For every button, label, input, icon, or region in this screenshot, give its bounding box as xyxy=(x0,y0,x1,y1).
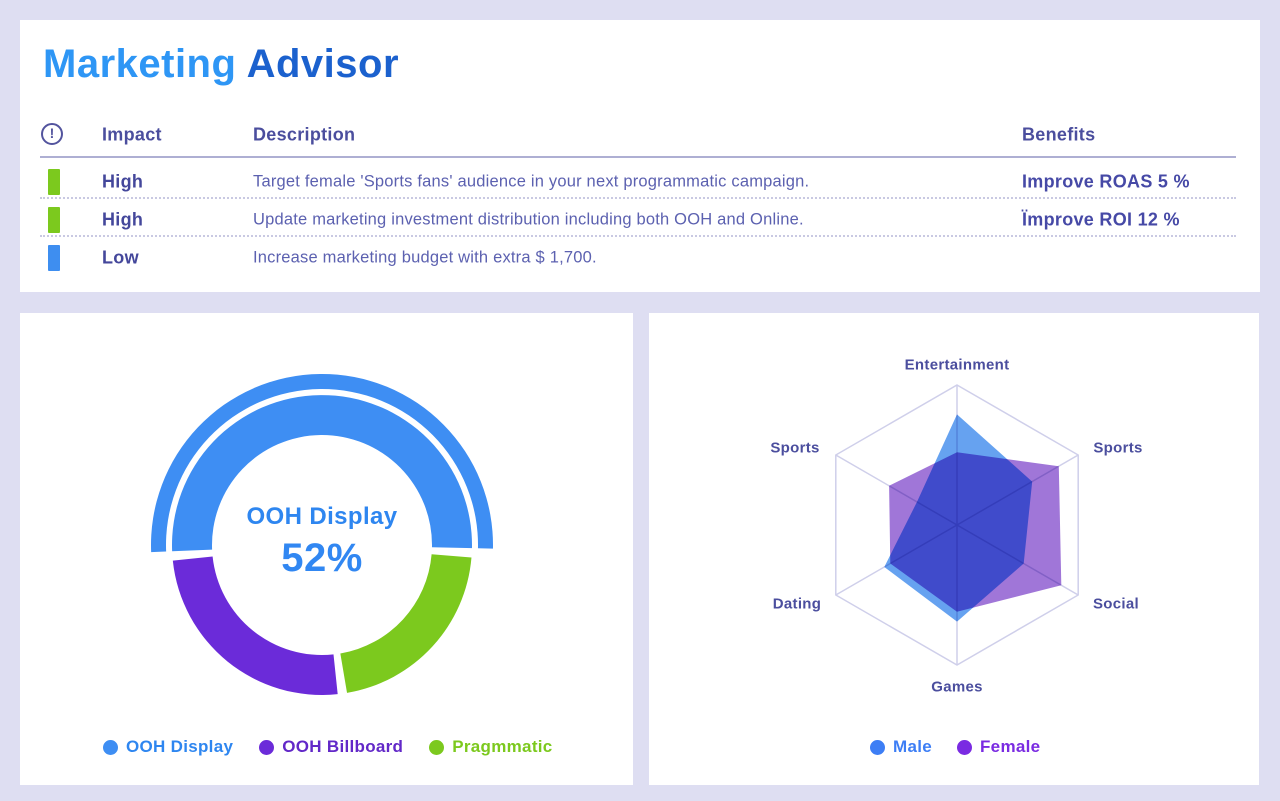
radar-chart-panel: Entertainment Sports Social Games Dating… xyxy=(649,313,1259,785)
radar-axis-label-sports-left: Sports xyxy=(770,439,820,457)
table-row: High Update marketing investment distrib… xyxy=(20,205,1260,235)
legend-dot-icon xyxy=(870,739,885,755)
donut-segment-pragmmatic[interactable] xyxy=(340,554,472,693)
description-value: Increase marketing budget with extra $ 1… xyxy=(253,248,597,267)
legend-label: Pragmmatic xyxy=(452,737,553,756)
donut-center-label: OOH Display xyxy=(246,503,398,530)
row-divider xyxy=(40,235,1236,237)
impact-value: High xyxy=(102,171,144,192)
donut-segment-ooh-display[interactable] xyxy=(172,395,473,552)
legend-label: Female xyxy=(980,737,1041,756)
legend-dot-icon xyxy=(957,739,972,755)
impact-bar xyxy=(48,245,60,271)
table-row: Low Increase marketing budget with extra… xyxy=(20,243,1260,273)
description-value: Update marketing investment distribution… xyxy=(253,210,804,229)
benefit-value: Ïmprove ROI 12 % xyxy=(1022,209,1180,230)
page-title-part1: Marketing xyxy=(43,42,237,86)
donut-center-text: OOH Display 52% xyxy=(172,503,472,581)
column-header-description: Description xyxy=(253,124,356,145)
donut-center-value: 52% xyxy=(281,536,363,580)
radar-axis-label-social: Social xyxy=(1093,595,1139,613)
impact-value: Low xyxy=(102,247,139,268)
legend-item-female[interactable]: Female xyxy=(957,737,1040,757)
table-row: High Target female 'Sports fans' audienc… xyxy=(20,167,1260,197)
radar-series-female[interactable] xyxy=(889,452,1062,612)
legend-label: OOH Billboard xyxy=(282,737,404,756)
impact-bar xyxy=(48,207,60,233)
radar-legend: Male Female xyxy=(870,736,1040,758)
column-header-benefits: Benefits xyxy=(1022,124,1096,145)
legend-dot-icon xyxy=(259,739,275,755)
benefit-value: Improve ROAS 5 % xyxy=(1022,171,1190,192)
advisor-panel: Marketing Advisor ! Impact Description B… xyxy=(20,20,1260,292)
row-divider xyxy=(40,197,1236,199)
legend-dot-icon xyxy=(429,739,445,755)
donut-chart-panel: OOH Display 52% OOH Display OOH Billboar… xyxy=(20,313,633,785)
radar-axis-label-dating: Dating xyxy=(772,595,822,613)
page-title: Marketing Advisor xyxy=(43,42,399,87)
impact-bar xyxy=(48,169,60,195)
donut-segment-ooh-billboard[interactable] xyxy=(172,556,338,696)
legend-label: OOH Display xyxy=(126,737,234,756)
impact-value: High xyxy=(102,209,144,230)
legend-item-male[interactable]: Male xyxy=(870,737,932,757)
legend-item-ooh-display[interactable]: OOH Display xyxy=(103,737,233,757)
radar-chart xyxy=(835,384,1079,666)
header-divider xyxy=(40,156,1236,158)
alert-circle-icon: ! xyxy=(41,123,63,145)
legend-item-ooh-billboard[interactable]: OOH Billboard xyxy=(259,737,403,757)
legend-dot-icon xyxy=(103,739,118,755)
description-value: Target female 'Sports fans' audience in … xyxy=(253,172,810,191)
radar-axis-label-games: Games xyxy=(931,678,983,696)
legend-label: Male xyxy=(893,737,932,756)
donut-chart xyxy=(150,373,493,696)
donut-legend: OOH Display OOH Billboard Pragmmatic xyxy=(103,736,553,758)
radar-axis-label-entertainment: Entertainment xyxy=(904,356,1010,374)
page-title-part2: Advisor xyxy=(246,42,400,86)
column-header-impact: Impact xyxy=(102,124,162,145)
legend-item-pragmmatic[interactable]: Pragmmatic xyxy=(429,737,552,757)
radar-axis-label-sports-right: Sports xyxy=(1093,439,1143,457)
